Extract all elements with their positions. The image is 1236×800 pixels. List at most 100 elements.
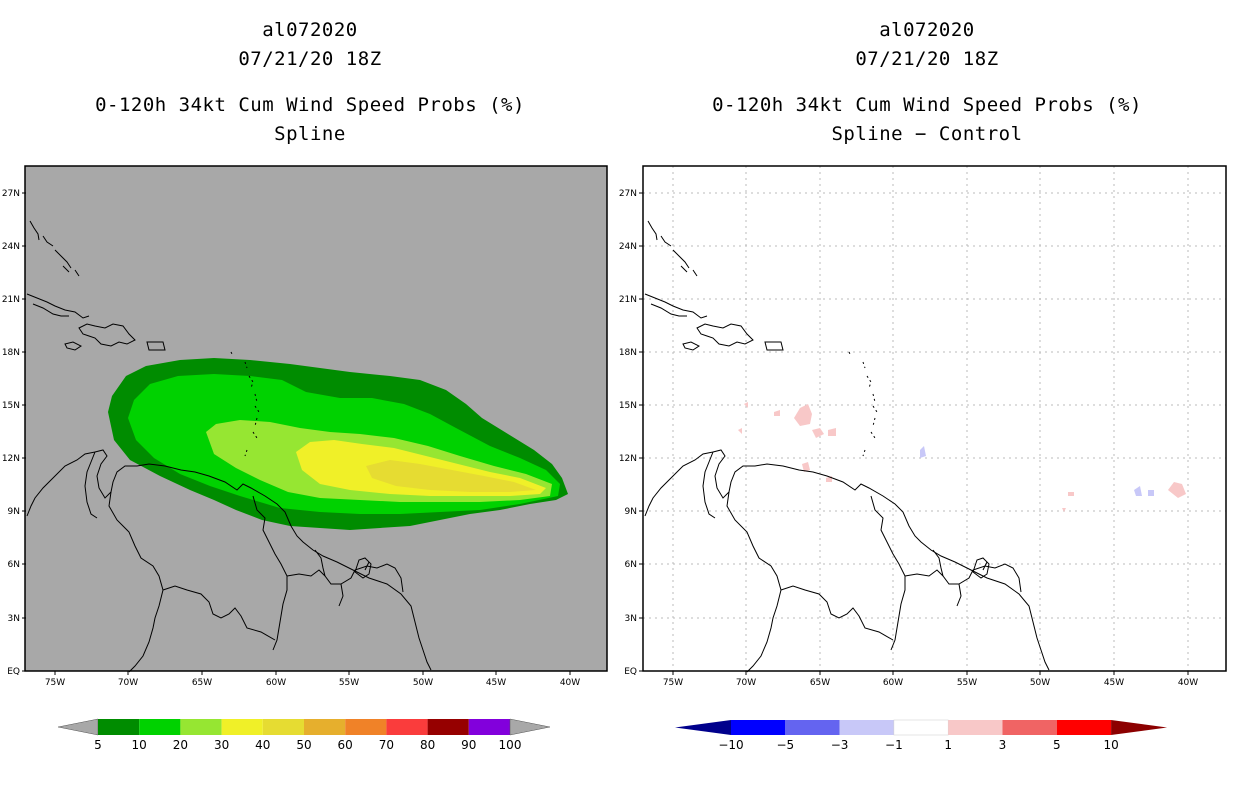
diff-patch-positive xyxy=(802,462,810,472)
left-storm-id: al072020 xyxy=(262,19,358,41)
right-product-title: 0-120h 34kt Cum Wind Speed Probs (%) xyxy=(712,94,1142,116)
colorbar-swatch xyxy=(98,719,140,735)
lat-tick-label: 6N xyxy=(625,560,637,570)
lon-tick-label: 65W xyxy=(810,678,830,688)
left-map-frame xyxy=(24,165,608,672)
left-lon-axis: 75W 70W 65W 60W 55W 50W 45W 40W xyxy=(45,671,580,688)
right-map-panel xyxy=(642,165,1227,673)
colorbar-label: 5 xyxy=(94,738,102,752)
right-map-background xyxy=(643,166,1226,671)
right-gridlines xyxy=(643,166,1226,671)
colorbar-label: −10 xyxy=(718,738,743,752)
left-panel-title: al072020 07/21/20 18Z 0-120h 34kt Cum Wi… xyxy=(30,16,590,149)
lon-tick-label: 70W xyxy=(118,678,138,688)
lon-tick-label: 70W xyxy=(736,678,756,688)
lon-tick-label: 40W xyxy=(1178,678,1198,688)
colorbar-label: 90 xyxy=(461,738,476,752)
diff-patch-positive xyxy=(828,428,836,436)
lon-tick-label: 60W xyxy=(266,678,286,688)
colorbar-swatch xyxy=(893,719,949,736)
colorbar-extend-high xyxy=(1111,720,1168,735)
right-difference-patches xyxy=(738,402,1186,512)
lat-tick-label: EQ xyxy=(624,667,637,677)
right-lon-axis: 75W 70W 65W 60W 55W 50W 45W 40W xyxy=(663,671,1198,688)
lat-tick-label: EQ xyxy=(7,667,20,677)
lon-tick-label: 75W xyxy=(45,678,65,688)
colorbar-label: 1 xyxy=(944,738,952,752)
lat-tick-label: 18N xyxy=(2,348,20,358)
colorbar-swatch xyxy=(1002,720,1057,735)
lat-tick-label: 18N xyxy=(619,348,637,358)
lon-tick-label: 45W xyxy=(486,678,506,688)
lat-tick-label: 24N xyxy=(2,242,20,252)
lat-tick-label: 9N xyxy=(625,507,637,517)
right-storm-id: al072020 xyxy=(879,19,975,41)
left-datetime: 07/21/20 18Z xyxy=(238,48,382,70)
diff-patch-positive xyxy=(812,428,824,438)
lat-tick-label: 21N xyxy=(2,295,20,305)
diff-patch-positive xyxy=(744,402,748,408)
lat-tick-label: 15N xyxy=(2,401,20,411)
lon-tick-label: 60W xyxy=(883,678,903,688)
colorbar-swatch xyxy=(262,719,304,735)
colorbar-label: −5 xyxy=(776,738,794,752)
colorbar-label: 60 xyxy=(338,738,353,752)
lon-tick-label: 55W xyxy=(957,678,977,688)
colorbar-swatch xyxy=(731,720,786,735)
lat-tick-label: 3N xyxy=(625,614,637,624)
lon-tick-label: 50W xyxy=(413,678,433,688)
colorbar-swatch xyxy=(139,719,181,735)
diff-patch-positive xyxy=(1062,508,1066,512)
left-product-title: 0-120h 34kt Cum Wind Speed Probs (%) xyxy=(95,94,525,116)
diff-patch-positive xyxy=(1168,482,1186,498)
colorbar-swatch xyxy=(304,719,346,735)
colorbar-swatch xyxy=(386,719,428,735)
colorbar-swatch xyxy=(180,719,222,735)
colorbar-extend-low xyxy=(675,720,731,735)
colorbar-swatch xyxy=(1056,720,1112,735)
contour-40-50 xyxy=(366,460,536,492)
lon-tick-label: 50W xyxy=(1030,678,1050,688)
lat-tick-label: 9N xyxy=(8,507,20,517)
diff-patch-negative xyxy=(1134,486,1142,496)
diff-patch-negative xyxy=(920,446,926,458)
lat-tick-label: 6N xyxy=(8,560,20,570)
colorbar-label: 3 xyxy=(999,738,1007,752)
lat-tick-label: 15N xyxy=(619,401,637,411)
colorbar-label: 40 xyxy=(255,738,270,752)
colorbar-swatch xyxy=(785,720,840,735)
right-colorbar: −10 −5 −3 −1 1 3 5 10 xyxy=(675,719,1168,752)
colorbar-label: −3 xyxy=(831,738,849,752)
lon-tick-label: 40W xyxy=(560,678,580,688)
right-lat-axis: 27N 24N 21N 18N 15N 12N 9N 6N 3N EQ xyxy=(619,189,643,677)
right-panel-title: al072020 07/21/20 18Z 0-120h 34kt Cum Wi… xyxy=(647,16,1207,149)
colorbar-label: 20 xyxy=(173,738,188,752)
colorbar-label: −1 xyxy=(885,738,903,752)
diff-patch-positive xyxy=(1068,492,1074,496)
right-datetime: 07/21/20 18Z xyxy=(855,48,999,70)
colorbar-swatch xyxy=(345,719,387,735)
colorbar-swatch xyxy=(427,719,469,735)
left-lat-axis: 27N 24N 21N 18N 15N 12N 9N 6N 3N EQ xyxy=(2,189,26,677)
left-subtitle: Spline xyxy=(274,123,346,145)
diff-patch-positive xyxy=(738,428,742,434)
colorbar-swatch xyxy=(221,719,263,735)
diff-patch-positive xyxy=(774,410,780,416)
lon-tick-label: 75W xyxy=(663,678,683,688)
left-map-panel xyxy=(24,165,608,673)
colorbar-label: 100 xyxy=(499,738,522,752)
colorbar-swatch xyxy=(948,720,1003,735)
lat-tick-label: 24N xyxy=(619,242,637,252)
colorbar-label: 70 xyxy=(379,738,394,752)
colorbar-label: 10 xyxy=(1103,738,1118,752)
lon-tick-label: 65W xyxy=(192,678,212,688)
lon-tick-label: 45W xyxy=(1104,678,1124,688)
lon-tick-label: 55W xyxy=(339,678,359,688)
lat-tick-label: 27N xyxy=(619,189,637,199)
colorbar-label: 30 xyxy=(214,738,229,752)
right-map-frame xyxy=(642,165,1227,672)
colorbar-label: 80 xyxy=(420,738,435,752)
colorbar-label: 5 xyxy=(1053,738,1061,752)
lat-tick-label: 3N xyxy=(8,614,20,624)
